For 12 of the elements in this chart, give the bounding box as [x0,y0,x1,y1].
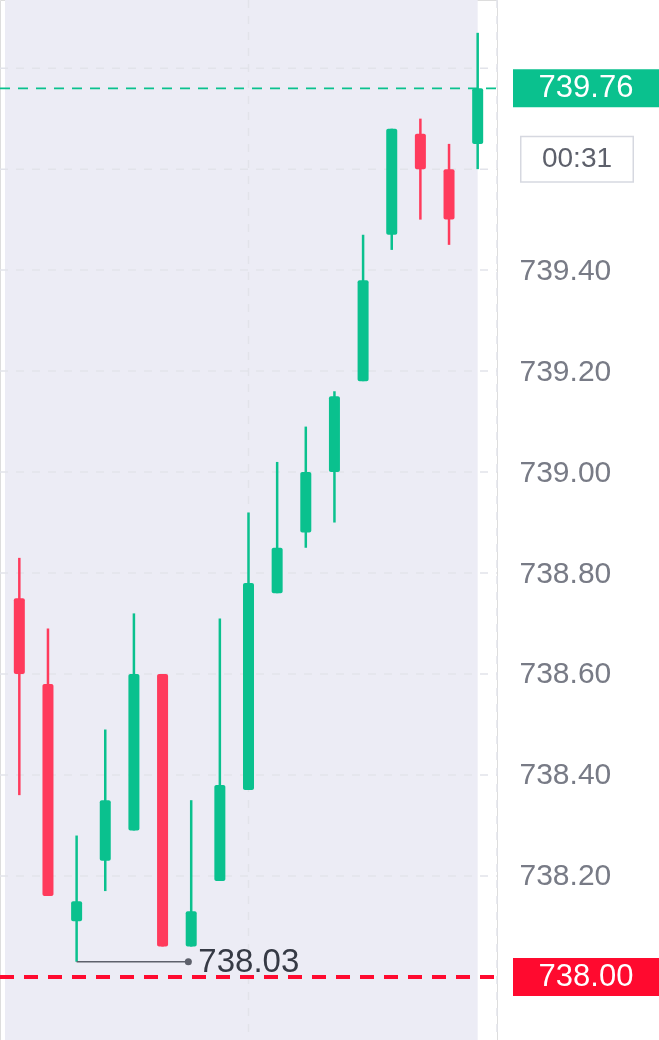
ref-line-label: 738.00 [538,957,634,993]
y-tick-label: 739.20 [519,353,612,387]
y-tick-label: 739.40 [519,252,612,286]
y-tick-label: 738.40 [519,757,612,791]
y-tick-label: 738.60 [519,656,612,690]
candlestick [71,834,83,963]
y-tick-label: 738.80 [519,555,612,589]
annotation: 738.03 [198,941,300,979]
y-tick-label: 738.20 [519,858,612,892]
ref-line-label: 739.76 [538,69,634,105]
text: 00:31 [541,142,613,174]
y-tick-label: 739.00 [519,454,612,488]
